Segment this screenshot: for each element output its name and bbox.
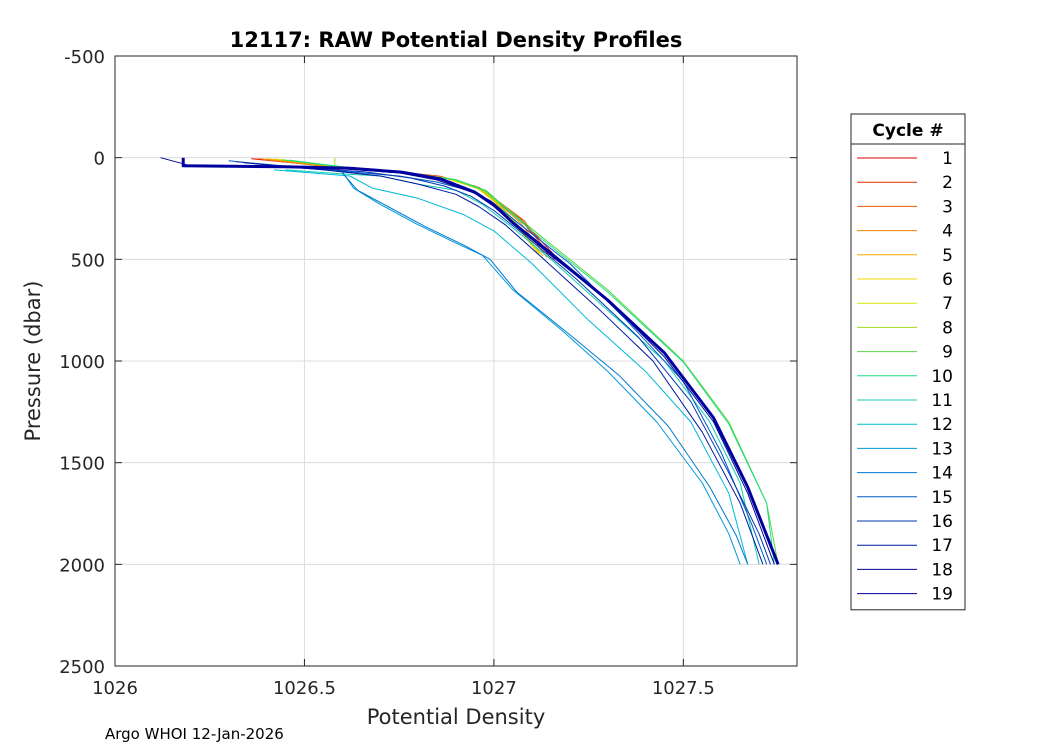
series-line-cycle-19 [181, 157, 780, 565]
legend-entry-label: 4 [942, 222, 953, 242]
legend-entry-label: 12 [931, 415, 953, 435]
legend-entry-label: 18 [931, 560, 953, 580]
legend-entry-label: 5 [942, 246, 953, 266]
y-axis-title: Pressure (dbar) [21, 281, 45, 442]
series-line-cycle-12 [274, 169, 749, 565]
legend-entry-label: 9 [942, 343, 953, 363]
x-axis-title: Potential Density [367, 705, 546, 729]
y-tick-label: 2000 [59, 555, 105, 576]
y-tick-label: -500 [64, 47, 105, 68]
x-tick-label: 1026 [92, 678, 138, 699]
x-tick-label: 1026.5 [273, 678, 336, 699]
footer-credit: Argo WHOI 12-Jan-2026 [105, 725, 284, 743]
legend-entry-label: 14 [931, 464, 953, 484]
legend-entry-label: 16 [931, 512, 953, 532]
x-tick-label: 1027.5 [652, 678, 715, 699]
series-line-cycle-14 [341, 172, 749, 565]
legend-entry-label: 8 [942, 318, 953, 338]
legend-entry-label: 2 [942, 173, 953, 193]
legend-box [850, 113, 966, 611]
y-tick-label: 0 [94, 149, 105, 170]
legend-entry-label: 19 [931, 585, 953, 605]
legend-entry-label: 17 [931, 536, 953, 556]
y-tick-label: 1500 [59, 454, 105, 475]
series-line-cycle-15 [228, 160, 768, 565]
legend-entry-label: 10 [931, 367, 953, 387]
series-layer [160, 157, 780, 565]
y-tick-label: 1000 [59, 352, 105, 373]
series-line-cycle-17 [243, 162, 764, 565]
series-line-cycle-16 [236, 161, 771, 565]
legend-entry-label: 13 [931, 439, 953, 459]
legend-entry-label: 7 [942, 294, 953, 314]
chart-title: 12117: RAW Potential Density Profiles [230, 28, 683, 52]
ticks: 1026 1026.5 1027 1027.5 -500 0 500 1000 1500 2000… [59, 47, 797, 699]
legend-entry-label: 3 [942, 197, 953, 217]
legend-title: Cycle # [872, 121, 943, 141]
legend-entry-label: 1 [942, 149, 953, 169]
series-line-cycle-13 [341, 171, 741, 565]
legend-entry-label: 11 [931, 391, 953, 411]
legend-entry-label: 6 [942, 270, 953, 290]
y-tick-label: 500 [71, 250, 105, 271]
x-tick-label: 1027 [471, 678, 517, 699]
y-tick-label: 2500 [59, 657, 105, 678]
legend-entry-label: 15 [931, 488, 953, 508]
